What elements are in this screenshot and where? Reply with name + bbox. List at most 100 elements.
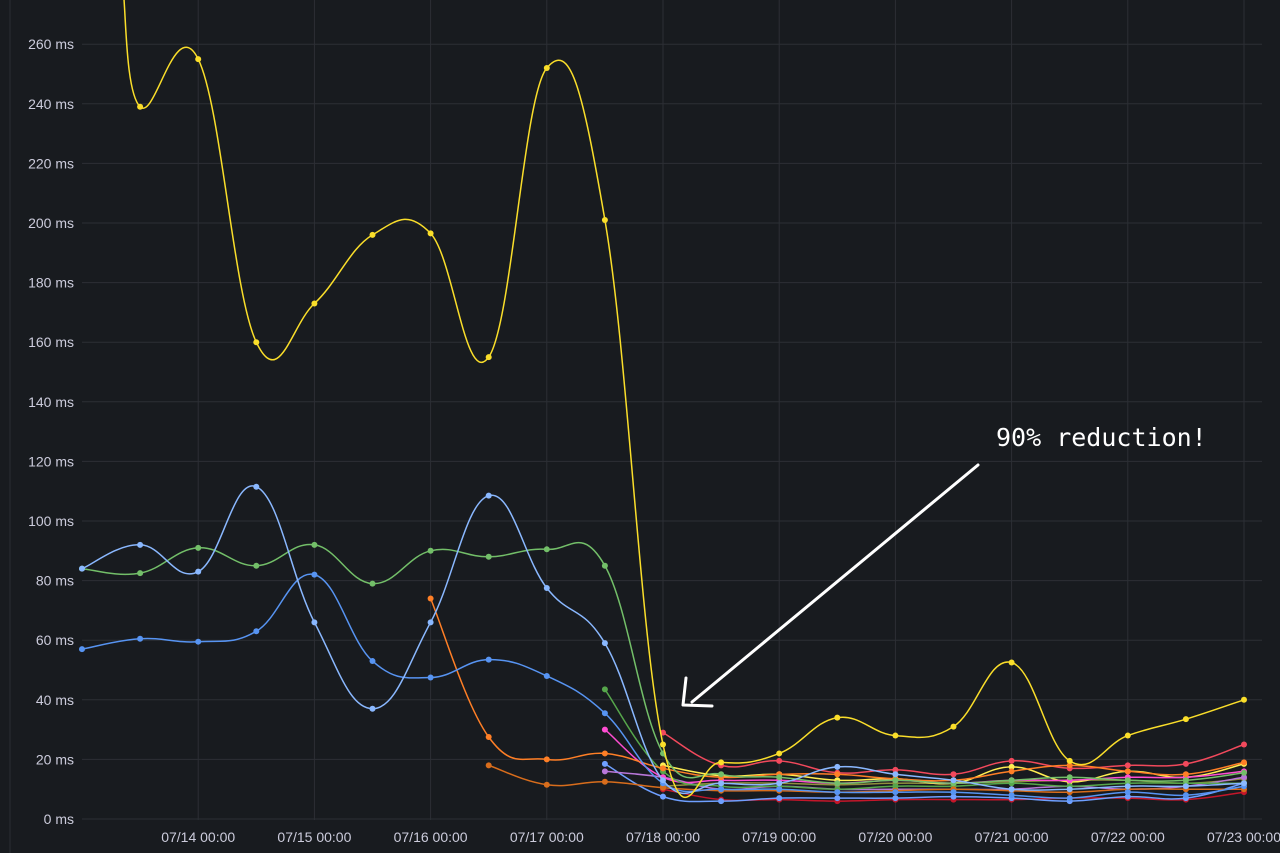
x-tick-label: 07/17 00:00: [510, 829, 584, 845]
data-point: [892, 732, 899, 739]
data-point: [311, 541, 318, 548]
data-point: [1008, 786, 1015, 793]
data-point: [1241, 741, 1247, 748]
data-point: [1182, 760, 1189, 767]
x-axis: 07/14 00:00 07/15 00:00 07/16 00:00 07/17 0…: [161, 829, 1280, 845]
y-tick-label: 140 ms: [28, 394, 74, 410]
data-point: [776, 757, 783, 764]
data-point: [601, 686, 608, 693]
y-tick-label: 100 ms: [28, 513, 74, 529]
x-tick-label: 07/15 00:00: [277, 829, 351, 845]
data-point: [543, 781, 550, 788]
data-point: [543, 756, 550, 763]
data-point: [834, 714, 841, 721]
data-point: [1066, 774, 1073, 781]
annotation-text: 90% reduction!: [996, 423, 1207, 452]
data-point: [1182, 783, 1189, 790]
data-point: [1066, 757, 1073, 764]
data-point: [427, 547, 434, 554]
data-point: [601, 778, 608, 785]
series-line: [604, 763, 1245, 803]
data-point: [195, 638, 202, 645]
y-tick-label: 180 ms: [28, 275, 74, 291]
data-point: [253, 562, 260, 569]
data-point: [660, 765, 666, 772]
data-point: [485, 656, 492, 663]
data-point: [1008, 659, 1015, 666]
data-point: [950, 793, 957, 800]
data-point: [834, 771, 841, 778]
x-tick-label: 07/22 00:00: [1091, 829, 1165, 845]
data-point: [543, 546, 550, 553]
data-point: [950, 789, 957, 796]
data-point: [137, 103, 144, 110]
data-point: [1241, 780, 1247, 787]
data-point: [427, 595, 434, 602]
data-point: [776, 750, 783, 757]
data-point: [601, 768, 608, 775]
data-point: [1124, 793, 1131, 800]
annotation-arrow-shaft: [690, 463, 980, 704]
data-point: [427, 674, 434, 681]
data-point: [369, 580, 376, 587]
data-point: [776, 780, 783, 787]
annotation-arrow-head: [681, 676, 714, 708]
data-point: [776, 786, 783, 793]
series-line: [81, 573, 1245, 799]
data-point: [1124, 762, 1131, 769]
data-point: [253, 339, 260, 346]
data-point: [1182, 792, 1189, 799]
data-point: [776, 774, 783, 781]
data-point: [892, 766, 899, 773]
data-point: [892, 783, 899, 790]
series-line: [123, 0, 1245, 799]
data-point: [718, 798, 725, 805]
y-axis: 0 ms 20 ms 40 ms 60 ms 80 ms 100 ms 120 ms 140 …: [28, 36, 74, 827]
data-point: [718, 786, 725, 793]
x-tick-label: 07/14 00:00: [161, 829, 235, 845]
series-line: [81, 542, 1245, 784]
data-point: [1241, 759, 1247, 766]
data-point: [834, 789, 841, 796]
data-point: [369, 231, 376, 238]
x-tick-label: 07/21 00:00: [975, 829, 1049, 845]
y-tick-label: 200 ms: [28, 215, 74, 231]
y-tick-label: 260 ms: [28, 36, 74, 52]
y-tick-label: 0 ms: [44, 811, 74, 827]
data-point: [485, 734, 492, 741]
data-point: [369, 658, 376, 665]
data-point: [1008, 768, 1015, 775]
data-point: [718, 759, 725, 766]
data-point: [485, 762, 492, 769]
data-point: [1241, 696, 1247, 703]
grid: [82, 0, 1262, 820]
data-point: [660, 793, 666, 800]
data-point: [1182, 716, 1189, 723]
data-point: [253, 483, 260, 490]
y-tick-label: 20 ms: [36, 751, 74, 767]
data-point: [1066, 795, 1073, 802]
data-point: [543, 65, 550, 72]
data-point: [660, 741, 666, 748]
series-0: [123, 0, 1247, 799]
y-tick-label: 240 ms: [28, 96, 74, 112]
data-point: [543, 585, 550, 592]
y-tick-label: 120 ms: [28, 453, 74, 469]
data-point: [195, 56, 202, 63]
y-tick-label: 160 ms: [28, 334, 74, 350]
data-point: [1182, 771, 1189, 778]
data-point: [1066, 762, 1073, 769]
data-point: [195, 544, 202, 551]
data-point: [601, 760, 608, 767]
data-point: [1008, 792, 1015, 799]
data-point: [543, 672, 550, 679]
data-point: [1182, 777, 1189, 784]
series-3: [79, 571, 1247, 802]
data-point: [601, 750, 608, 757]
data-point: [253, 628, 260, 635]
data-point: [834, 780, 841, 787]
x-tick-label: 07/23 00:00: [1207, 829, 1280, 845]
x-tick-label: 07/16 00:00: [394, 829, 468, 845]
